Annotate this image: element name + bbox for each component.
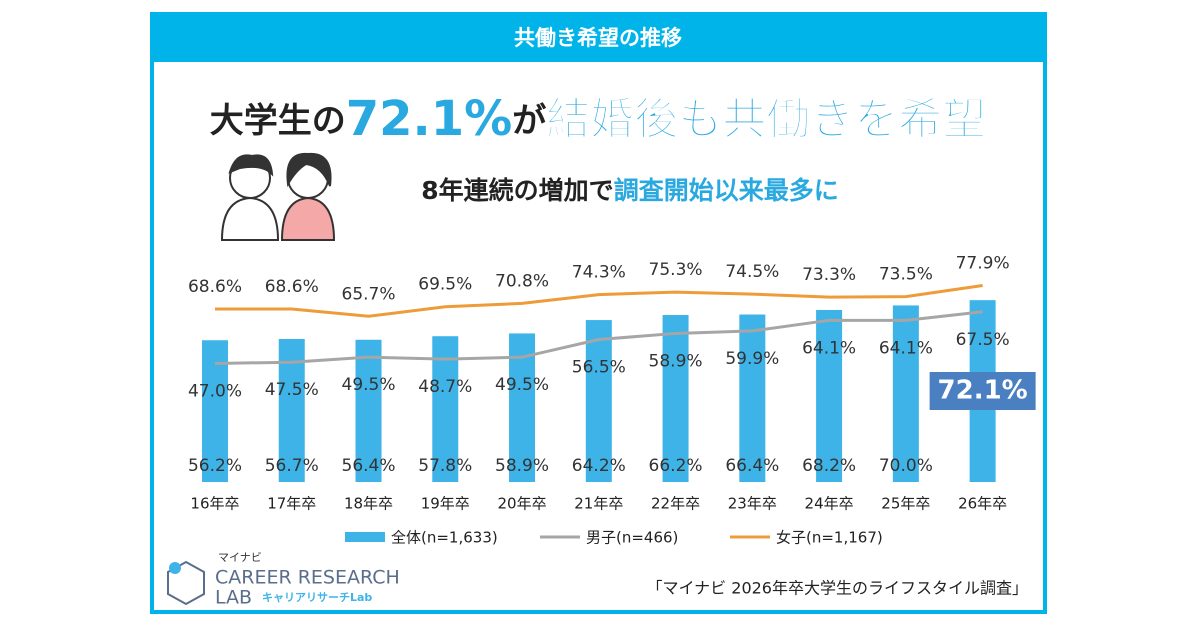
x-tick-label: 22年卒 [651, 495, 700, 513]
header-title: 共働き希望の推移 [514, 26, 682, 50]
line [214, 284, 983, 318]
value-label: 64.1% [802, 338, 856, 358]
value-label: 58.9% [649, 351, 703, 371]
value-label: 59.9% [725, 349, 779, 369]
value-label: 68.6% [265, 277, 319, 297]
value-label: 77.9% [956, 254, 1010, 274]
subtitle: 8年連続の増加で調査開始以来最多に [421, 176, 838, 205]
value-label: 57.8% [418, 456, 472, 476]
x-tick-label: 18年卒 [344, 495, 393, 513]
value-label: 56.7% [265, 456, 319, 476]
bar [739, 314, 766, 482]
source: 「マイナビ 2026年卒大学生のライフスタイル調査」 [647, 579, 1029, 598]
value-label: 70.0% [879, 456, 933, 476]
x-tick-label: 20年卒 [497, 495, 546, 513]
headline-part: 大学生の [210, 101, 346, 141]
value-label: 75.3% [649, 260, 703, 280]
legend-label: 男子(n=466) [586, 529, 678, 547]
value-label: 74.3% [572, 263, 626, 283]
value-label: 56.2% [188, 456, 242, 476]
x-tick-label: 25年卒 [881, 495, 930, 513]
logo-brand: マイナビ [218, 551, 262, 564]
logo: マイナビ CAREER RESEARCH LAB キャリアリサーチLab [167, 551, 400, 609]
value-label: 65.7% [342, 284, 396, 304]
logo-line2: LAB [215, 587, 252, 609]
value-label: 56.5% [572, 357, 626, 377]
value-label: 47.0% [188, 381, 242, 401]
subtitle-part: 8年連続の増加で [421, 176, 613, 205]
value-label: 66.4% [725, 456, 779, 476]
value-label: 58.9% [495, 456, 549, 476]
x-tick-label: 26年卒 [958, 495, 1007, 513]
headline-part: 72.1% [346, 91, 513, 147]
bar [585, 320, 612, 482]
value-label: 48.7% [418, 377, 472, 397]
x-tick-label: 21年卒 [574, 495, 623, 513]
value-label: 56.4% [342, 456, 396, 476]
legend-label: 全体(n=1,633) [391, 529, 498, 547]
x-tick-label: 23年卒 [728, 495, 777, 513]
legend-label: 女子(n=1,167) [776, 529, 883, 547]
headline: 大学生の72.1%が結婚後も共働きを希望 [210, 91, 987, 147]
value-label: 47.5% [265, 380, 319, 400]
headline-part: 結婚後も共働きを希望 [546, 94, 986, 145]
bar [662, 315, 689, 482]
value-label: 64.1% [879, 338, 933, 358]
illustration [220, 152, 336, 241]
value-label: 64.2% [572, 456, 626, 476]
value-label: 73.3% [802, 265, 856, 285]
subtitle-part: 調査開始以来最多に [614, 176, 839, 205]
line [214, 310, 983, 365]
x-tick-label: 24年卒 [805, 495, 854, 513]
value-label: 72.1% [938, 376, 1028, 406]
headline-part: が [512, 101, 546, 141]
value-label: 67.5% [956, 330, 1010, 350]
bar [355, 339, 382, 482]
bar [892, 305, 919, 482]
bar [816, 309, 843, 482]
highlight-box [929, 372, 1036, 410]
legend-swatch [345, 532, 385, 542]
value-label: 73.5% [879, 265, 933, 285]
value-label: 70.8% [495, 271, 549, 291]
value-label: 66.2% [649, 456, 703, 476]
value-label: 49.5% [342, 375, 396, 395]
header-bar [152, 14, 1045, 62]
value-label: 68.6% [188, 277, 242, 297]
x-tick-label: 19年卒 [421, 495, 470, 513]
logo-line1: CAREER RESEARCH [215, 567, 400, 589]
value-label: 49.5% [495, 375, 549, 395]
value-label: 69.5% [418, 275, 472, 295]
value-label: 74.5% [725, 262, 779, 282]
logo-tag: キャリアリサーチLab [262, 591, 372, 604]
x-tick-label: 16年卒 [190, 495, 239, 513]
x-tick-label: 17年卒 [267, 495, 316, 513]
value-label: 68.2% [802, 456, 856, 476]
